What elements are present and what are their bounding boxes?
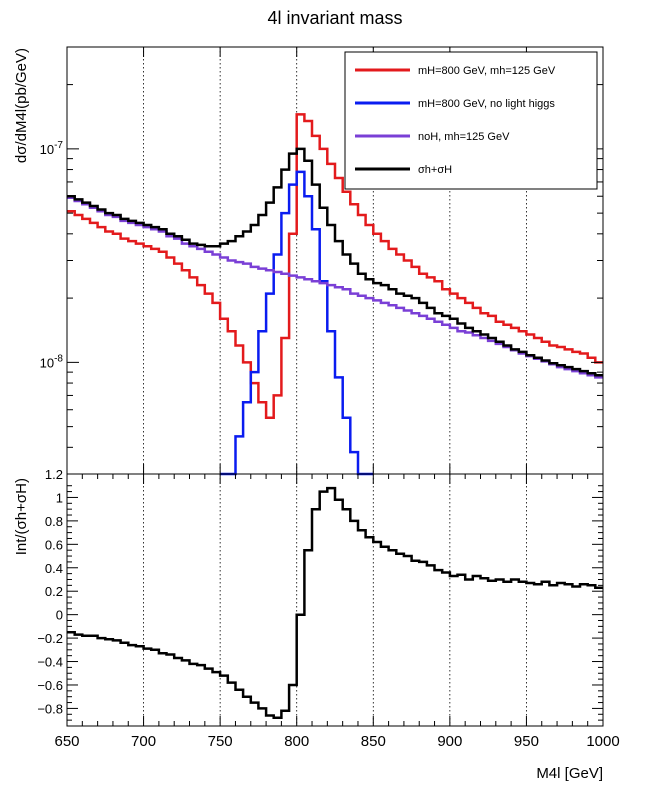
x-tick-label-900: 900 bbox=[437, 733, 462, 750]
bottom-y-tick-label: 0.4 bbox=[45, 561, 63, 576]
x-tick-label-950: 950 bbox=[514, 733, 539, 750]
bottom-y-tick-label: 1 bbox=[56, 490, 63, 505]
bottom-y-tick-label: −0.8 bbox=[37, 701, 63, 716]
bottom-panel-frame bbox=[66, 473, 604, 727]
x-axis-label: M4l [GeV] bbox=[536, 765, 603, 782]
top-series-1 bbox=[220, 170, 374, 476]
top-series-0 bbox=[67, 113, 603, 420]
bottom-y-tick-label: 0.8 bbox=[45, 514, 63, 529]
bottom-y-tick-label: 0.6 bbox=[45, 537, 63, 552]
bottom-y-tick-label-partial: 1.2 bbox=[45, 467, 63, 482]
bottom-panel-axes: 650 700 750 800 850 900 950 1000 −0.8 −0.6 −0.4 −0.… bbox=[37, 467, 619, 750]
legend-box bbox=[344, 51, 598, 190]
chart-title: 4l invariant mass bbox=[267, 8, 402, 28]
bottom-series-0 bbox=[67, 486, 603, 720]
x-tick-label-1000: 1000 bbox=[586, 733, 619, 750]
x-tick-label-650: 650 bbox=[54, 733, 79, 750]
bottom-y-tick-label: −0.6 bbox=[37, 678, 63, 693]
top-series-3 bbox=[67, 147, 603, 377]
bottom-y-tick-label: 0 bbox=[56, 608, 63, 623]
x-tick-label-700: 700 bbox=[131, 733, 156, 750]
top-y-tick-label: 10-7 bbox=[40, 140, 64, 157]
x-tick-label-850: 850 bbox=[361, 733, 386, 750]
x-tick-label-750: 750 bbox=[208, 733, 233, 750]
top-panel-grid bbox=[143, 47, 527, 474]
top-panel-series bbox=[67, 113, 603, 476]
x-tick-label-800: 800 bbox=[284, 733, 309, 750]
bottom-panel-grid bbox=[143, 474, 527, 726]
legend-label-1: mH=800 GeV, no light higgs bbox=[418, 98, 555, 110]
legend-label-0: mH=800 GeV, mh=125 GeV bbox=[418, 65, 556, 77]
top-y-tick-label: 10-8 bbox=[40, 353, 64, 370]
top-panel-y-axis-label: dσ/dM4l(pb/GeV) bbox=[13, 48, 30, 163]
top-panel-axes: 10-7 10-8 bbox=[40, 46, 604, 475]
legend-label-2: noH, mh=125 GeV bbox=[418, 131, 510, 143]
legend-label-3: σh+σH bbox=[418, 164, 452, 176]
bottom-y-tick-label: −0.2 bbox=[37, 631, 63, 646]
bottom-panel-series bbox=[67, 486, 603, 720]
bottom-panel-y-axis-label: Int/(σh+σH) bbox=[13, 478, 30, 555]
bottom-y-tick-label: 0.2 bbox=[45, 584, 63, 599]
bottom-y-tick-label: −0.4 bbox=[37, 655, 63, 670]
legend: mH=800 GeV, mh=125 GeV mH=800 GeV, no lig… bbox=[344, 51, 598, 190]
